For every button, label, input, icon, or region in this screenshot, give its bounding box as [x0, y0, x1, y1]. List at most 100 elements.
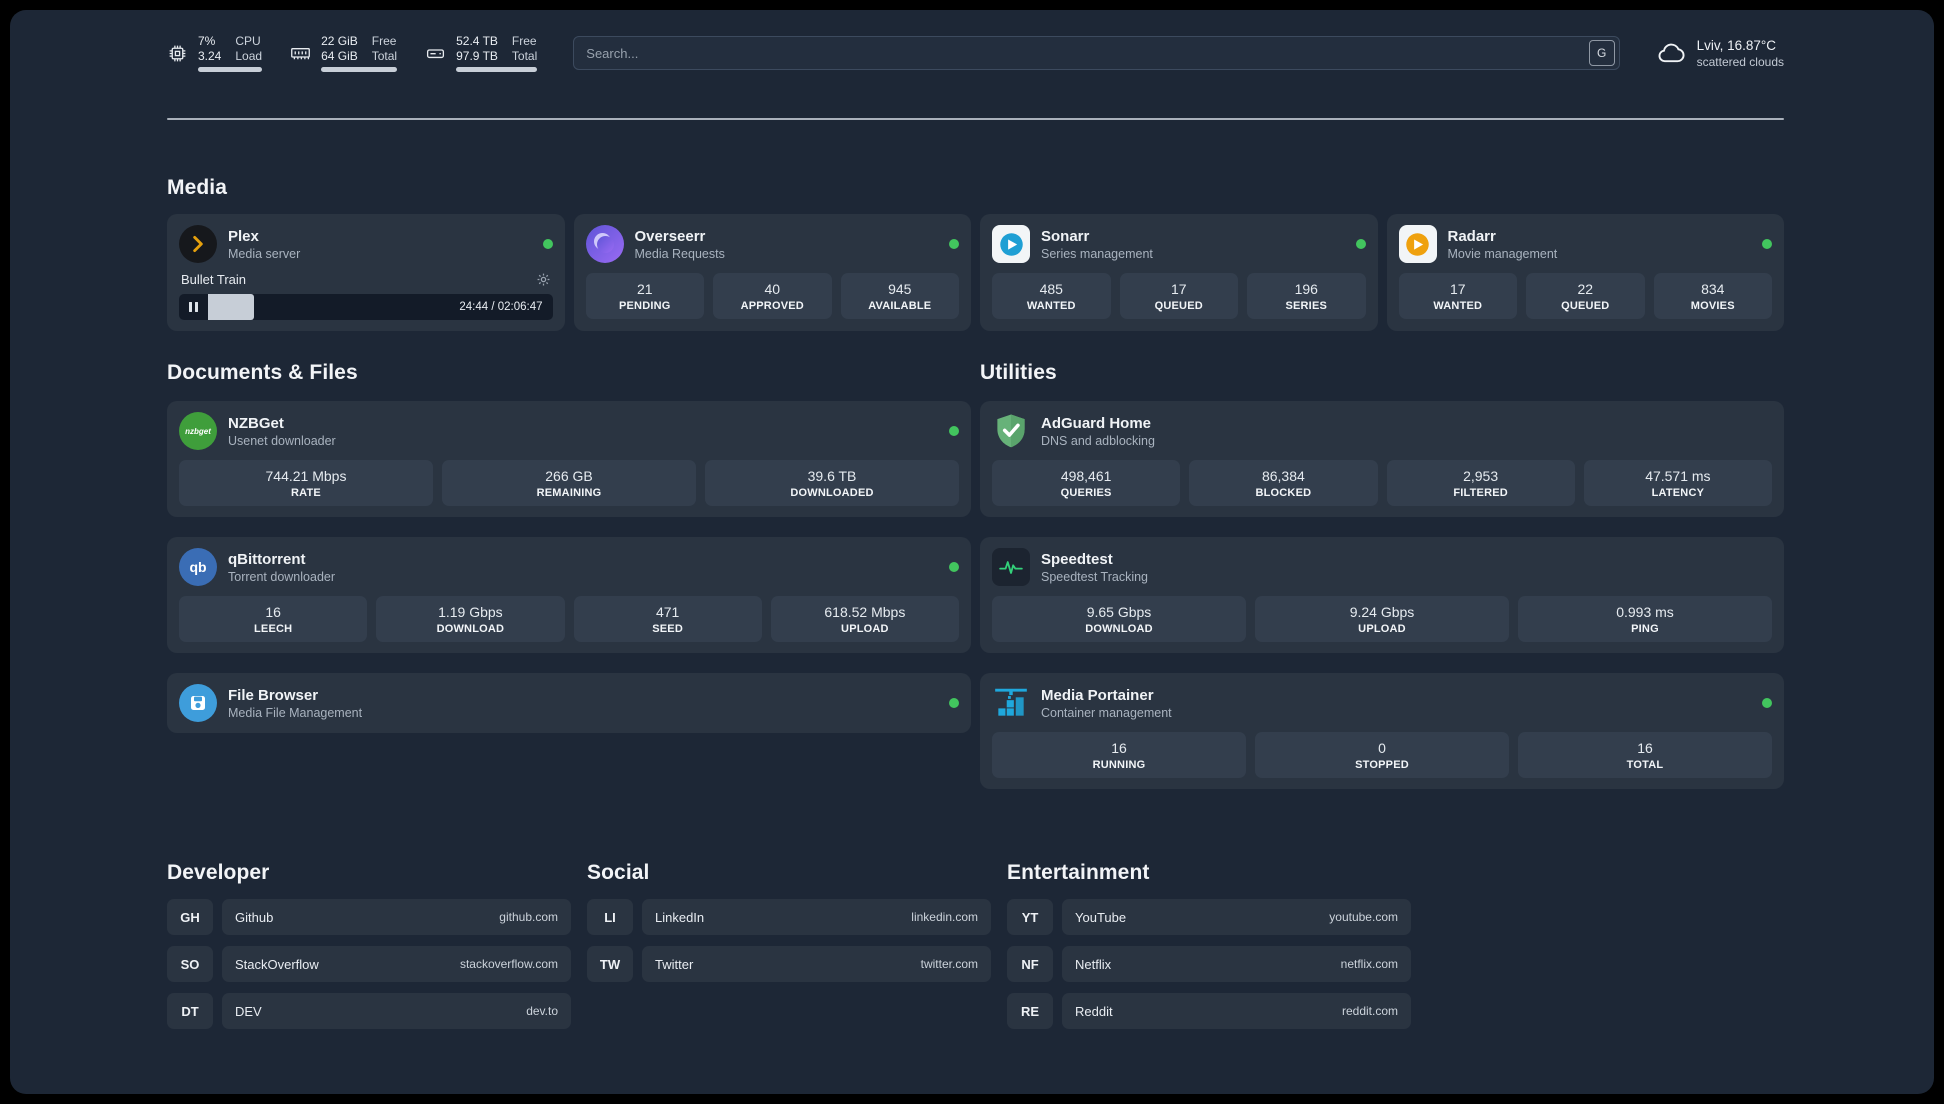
bookmark-twitter[interactable]: TW Twitter twitter.com: [587, 946, 991, 982]
app-name: Plex: [228, 227, 259, 245]
stat-label: QUEUED: [1154, 300, 1203, 312]
stat-value: 834: [1701, 281, 1725, 297]
stat-label: UPLOAD: [841, 623, 889, 635]
app-card-nzbget[interactable]: nzbget NZBGet Usenet downloader 744.21 M…: [167, 401, 971, 517]
bookmark-stackoverflow[interactable]: SO StackOverflow stackoverflow.com: [167, 946, 571, 982]
app-card-radarr[interactable]: Radarr Movie management 17 WANTED 22 QUE…: [1386, 214, 1784, 331]
stat-label: SEED: [652, 623, 683, 635]
stat-label: QUERIES: [1060, 487, 1112, 499]
bookmark-abbr: DT: [167, 993, 213, 1029]
stat-value: 9.24 Gbps: [1349, 604, 1415, 620]
disk-metric-body: 52.4 TB 97.9 TB Free Total: [456, 34, 538, 72]
qbittorrent-header[interactable]: qb qBittorrent Torrent downloader: [179, 548, 959, 586]
bookmark-github[interactable]: GH Github github.com: [167, 899, 571, 935]
status-dot-online: [949, 426, 959, 436]
bookmark-netflix[interactable]: NF Netflix netflix.com: [1007, 946, 1411, 982]
bookmark-url: netflix.com: [1340, 957, 1398, 971]
status-dot-online: [949, 562, 959, 572]
nzbget-header[interactable]: nzbget NZBGet Usenet downloader: [179, 412, 959, 450]
bookmark-reddit[interactable]: RE Reddit reddit.com: [1007, 993, 1411, 1029]
portainer-header[interactable]: Media Portainer Container management: [992, 684, 1772, 722]
header-divider: [167, 118, 1784, 120]
stat-value: 2,953: [1463, 468, 1499, 484]
overseerr-header[interactable]: Overseerr Media Requests: [585, 225, 959, 263]
bookmark-bar[interactable]: YouTube youtube.com: [1062, 899, 1411, 935]
app-name: Overseerr: [634, 227, 706, 245]
bookmark-dev[interactable]: DT DEV dev.to: [167, 993, 571, 1029]
app-card-speedtest[interactable]: Speedtest Speedtest Tracking 9.65 Gbps D…: [980, 537, 1784, 653]
stat-label: DOWNLOADED: [790, 487, 874, 499]
bookmark-bar[interactable]: Twitter twitter.com: [642, 946, 991, 982]
search-input[interactable]: [574, 45, 1589, 61]
stat-value: 498,461: [1060, 468, 1112, 484]
app-card-filebrowser[interactable]: File Browser Media File Management: [167, 673, 971, 733]
stat-movies: 834 MOVIES: [1653, 273, 1772, 319]
bookmark-linkedin[interactable]: LI LinkedIn linkedin.com: [587, 899, 991, 935]
weather-widget: Lviv, 16.87°C scattered clouds: [1656, 37, 1784, 70]
ram-metric: 22 GiB 64 GiB Free Total: [290, 34, 398, 72]
stat-value: 22: [1577, 281, 1594, 297]
speedtest-header[interactable]: Speedtest Speedtest Tracking: [992, 548, 1772, 586]
bookmark-bar[interactable]: StackOverflow stackoverflow.com: [222, 946, 571, 982]
stat-series: 196 SERIES: [1247, 273, 1366, 319]
app-name: AdGuard Home: [1041, 414, 1152, 432]
app-card-sonarr[interactable]: Sonarr Series management 485 WANTED 17 Q…: [980, 214, 1378, 331]
social-list: LI LinkedIn linkedin.com TW Twitter twit…: [587, 899, 991, 982]
app-description: DNS and adblocking: [1041, 433, 1155, 448]
bookmarks-area: Developer GH Github github.com SO StackO…: [167, 861, 1784, 1029]
stat-label: APPROVED: [740, 300, 804, 312]
stat-label: WANTED: [1433, 300, 1483, 312]
adguard-icon: [997, 414, 1025, 448]
stat-label: QUEUED: [1561, 300, 1610, 312]
sonarr-stats: 485 WANTED 17 QUEUED 196 SERIES: [992, 273, 1366, 319]
sonarr-texts: Sonarr Series management: [1041, 227, 1153, 262]
now-playing-title: Bullet Train: [181, 272, 247, 287]
bookmark-bar[interactable]: Netflix netflix.com: [1062, 946, 1411, 982]
sonarr-icon: [992, 225, 1030, 263]
radarr-icon: [1398, 225, 1437, 263]
app-card-overseerr[interactable]: Overseerr Media Requests 21 PENDING 40 A…: [573, 214, 971, 331]
overseerr-texts: Overseerr Media Requests: [635, 227, 725, 262]
app-card-plex[interactable]: Plex Media server Bullet Train: [167, 214, 565, 331]
app-description: Usenet downloader: [228, 433, 336, 448]
app-card-qbittorrent[interactable]: qb qBittorrent Torrent downloader 16 LEE…: [167, 537, 971, 653]
gear-icon[interactable]: [536, 272, 551, 287]
cpu-load-value: 3.24: [198, 48, 222, 63]
adguard-header[interactable]: AdGuard Home DNS and adblocking: [992, 412, 1772, 450]
playback-track[interactable]: [208, 294, 449, 320]
bookmark-bar[interactable]: Github github.com: [222, 899, 571, 935]
disk-total-label: Total: [511, 48, 538, 63]
stat-available: 945 AVAILABLE: [840, 273, 959, 319]
stat-label: AVAILABLE: [868, 300, 932, 312]
bookmark-youtube[interactable]: YT YouTube youtube.com: [1007, 899, 1411, 935]
sonarr-header[interactable]: Sonarr Series management: [992, 225, 1366, 263]
ram-free-label: Free: [371, 34, 397, 48]
app-description: Media Requests: [634, 246, 725, 261]
bookmark-url: reddit.com: [1341, 1004, 1398, 1018]
bookmark-name: Netflix: [1075, 956, 1112, 972]
pause-icon[interactable]: [179, 302, 208, 312]
bookmark-bar[interactable]: DEV dev.to: [222, 993, 571, 1029]
bookmark-bar[interactable]: Reddit reddit.com: [1062, 993, 1411, 1029]
app-card-portainer[interactable]: Media Portainer Container management 16 …: [980, 673, 1784, 789]
stat-approved: 40 APPROVED: [713, 273, 832, 319]
app-card-adguard[interactable]: AdGuard Home DNS and adblocking 498,461 …: [980, 401, 1784, 517]
qbittorrent-stats: 16 LEECH 1.19 Gbps DOWNLOAD 471 SEED 6: [179, 596, 959, 642]
stat-value: 16: [1637, 740, 1653, 756]
section-title-social: Social: [587, 861, 650, 884]
radarr-header[interactable]: Radarr Movie management: [1398, 225, 1772, 263]
stat-label: LATENCY: [1651, 487, 1705, 499]
disk-free-label: Free: [511, 34, 537, 48]
playback-progress-bar[interactable]: 24:44 / 02:06:47: [179, 294, 553, 320]
qbittorrent-icon-text: qb: [189, 559, 207, 575]
bookmark-bar[interactable]: LinkedIn linkedin.com: [642, 899, 991, 935]
playback-fill: [208, 294, 254, 320]
cpu-load-label: Load: [235, 48, 263, 63]
bookmark-name: Reddit: [1075, 1003, 1113, 1019]
filebrowser-header[interactable]: File Browser Media File Management: [179, 684, 959, 722]
plex-header[interactable]: Plex Media server: [179, 225, 553, 263]
search-engine-button[interactable]: G: [1588, 40, 1615, 66]
bookmark-abbr: NF: [1007, 946, 1053, 982]
bookmark-abbr: RE: [1007, 993, 1053, 1029]
weather-texts: Lviv, 16.87°C scattered clouds: [1697, 37, 1784, 70]
